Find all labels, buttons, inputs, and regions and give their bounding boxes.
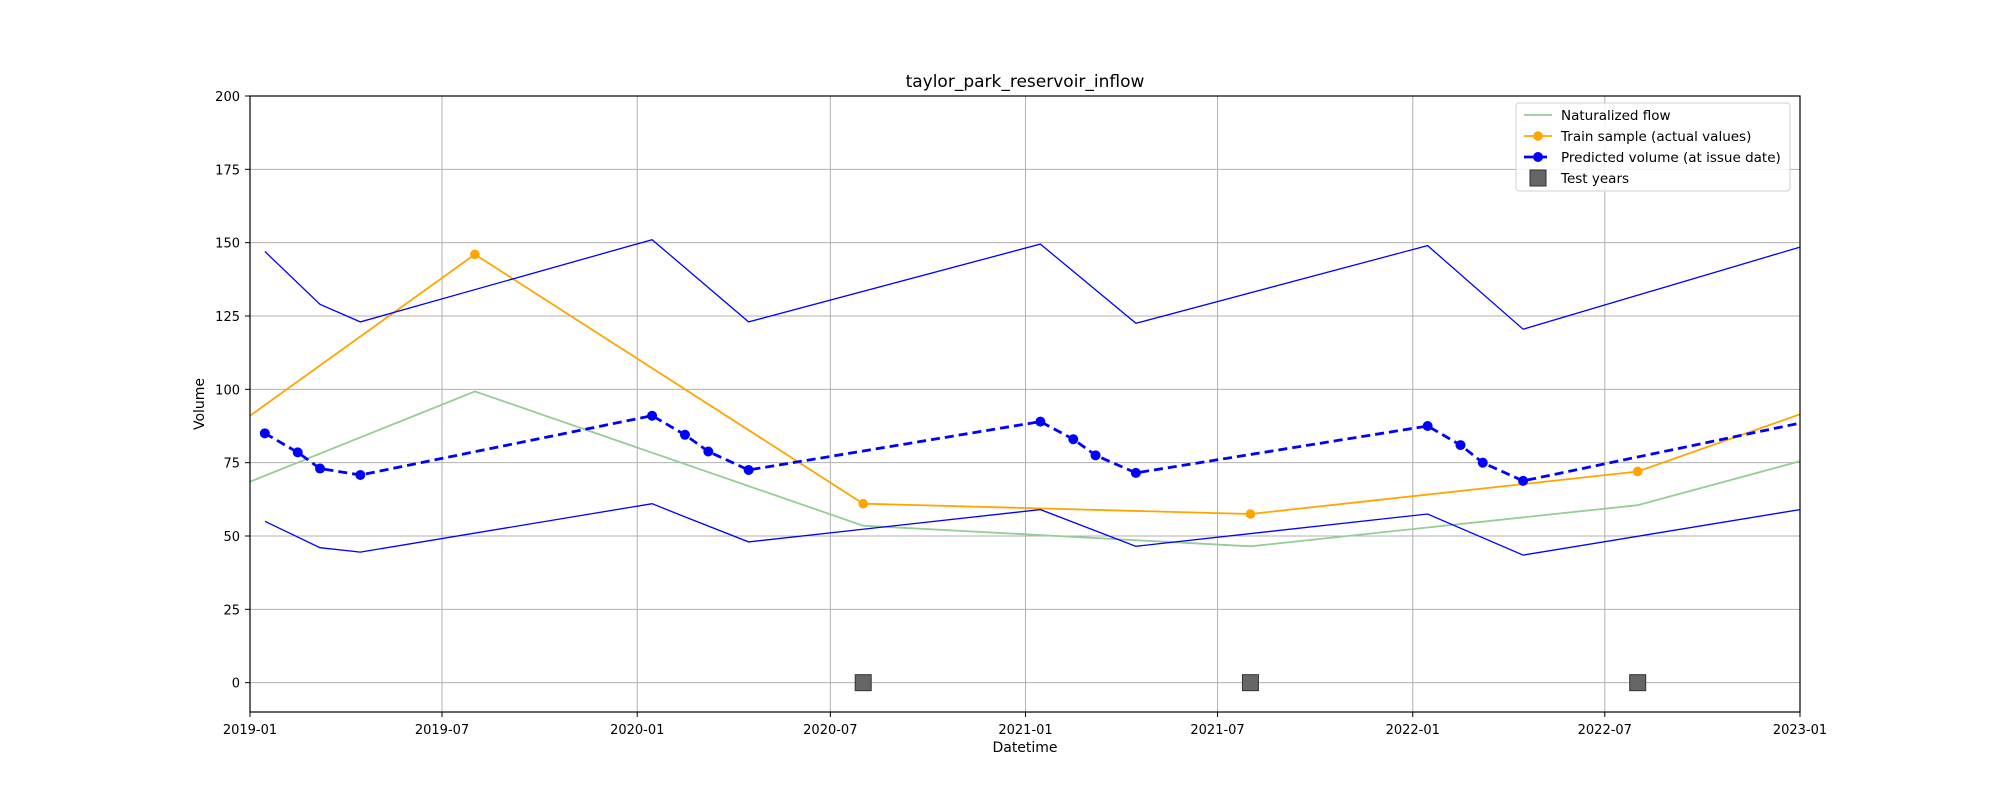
series-1	[249, 249, 1801, 519]
legend-label: Predicted volume (at issue date)	[1561, 150, 1781, 166]
series-5	[854, 674, 1647, 692]
x-tick-label: 2020-01	[610, 723, 664, 738]
series-point	[315, 463, 326, 474]
series-point	[679, 429, 690, 440]
legend-label: Train sample (actual values)	[1560, 129, 1751, 145]
series-point	[1130, 467, 1141, 478]
series-2	[259, 410, 1801, 486]
x-tick-label: 2023-01	[1773, 723, 1827, 738]
plot-frame	[249, 95, 1801, 713]
legend-label: Test years	[1560, 171, 1629, 187]
x-tick-label: 2022-07	[1578, 723, 1632, 738]
legend-frame	[1515, 102, 1791, 192]
axis-ticks: 2019-01 2019-07 2020-01 2020-07 2021-01 2021-…	[215, 90, 1827, 738]
series-dashed-line	[264, 414, 1801, 483]
series-line	[249, 253, 1801, 515]
series-line	[264, 238, 1801, 330]
y-axis-title: Volume	[192, 378, 208, 430]
legend-item: Naturalized flow	[1524, 108, 1671, 124]
y-tick-label: 175	[215, 163, 240, 178]
y-tick-label: 100	[215, 383, 240, 398]
series-4	[264, 503, 1801, 556]
x-tick-label: 2020-07	[803, 723, 857, 738]
series-point	[292, 447, 303, 458]
series-point	[1068, 434, 1079, 445]
legend-swatch-marker	[1533, 131, 1543, 141]
series-point	[259, 428, 270, 439]
series-line	[249, 390, 1801, 548]
series-point	[355, 469, 366, 480]
series-point	[858, 498, 869, 509]
y-tick-label: 75	[223, 457, 240, 472]
x-axis-title: Datetime	[992, 740, 1057, 756]
legend-swatch	[1529, 169, 1547, 187]
y-tick-label: 25	[223, 603, 240, 618]
test-year-marker	[1241, 674, 1259, 692]
legend-label: Naturalized flow	[1561, 108, 1671, 124]
y-tick-label: 125	[215, 310, 240, 325]
test-year-marker	[1629, 674, 1647, 692]
series-0	[249, 390, 1801, 548]
series-point	[1090, 450, 1101, 461]
series-point	[703, 446, 714, 457]
series-point	[1455, 440, 1466, 451]
y-tick-label: 50	[223, 530, 240, 545]
x-tick-label: 2022-01	[1386, 723, 1440, 738]
series-line	[264, 503, 1801, 556]
series-point	[1035, 416, 1046, 427]
y-tick-label: 200	[215, 90, 240, 105]
legend-item: Train sample (actual values)	[1524, 129, 1751, 145]
series-point	[647, 410, 658, 421]
series-point	[1632, 466, 1643, 477]
series-point	[1245, 509, 1256, 519]
x-tick-label: 2019-01	[223, 723, 277, 738]
series-point	[743, 465, 754, 475]
plot-series	[249, 238, 1801, 692]
legend-swatch-marker	[1533, 152, 1543, 162]
x-tick-label: 2021-07	[1190, 723, 1244, 738]
series-3	[264, 238, 1801, 330]
series-point	[1477, 457, 1488, 468]
chart-title: taylor_park_reservoir_inflow	[906, 72, 1145, 92]
series-point	[470, 249, 480, 260]
x-tick-label: 2021-01	[998, 723, 1052, 738]
y-tick-label: 150	[215, 237, 240, 252]
x-tick-label: 2019-07	[415, 723, 469, 738]
series-point	[1518, 475, 1529, 486]
series-point	[1422, 421, 1433, 431]
legend-item: Predicted volume (at issue date)	[1524, 150, 1781, 166]
test-year-marker	[854, 674, 872, 692]
legend: Naturalized flow Train sample (actual val…	[1515, 102, 1791, 192]
y-tick-label: 0	[232, 677, 240, 692]
legend-item: Test years	[1529, 169, 1629, 187]
